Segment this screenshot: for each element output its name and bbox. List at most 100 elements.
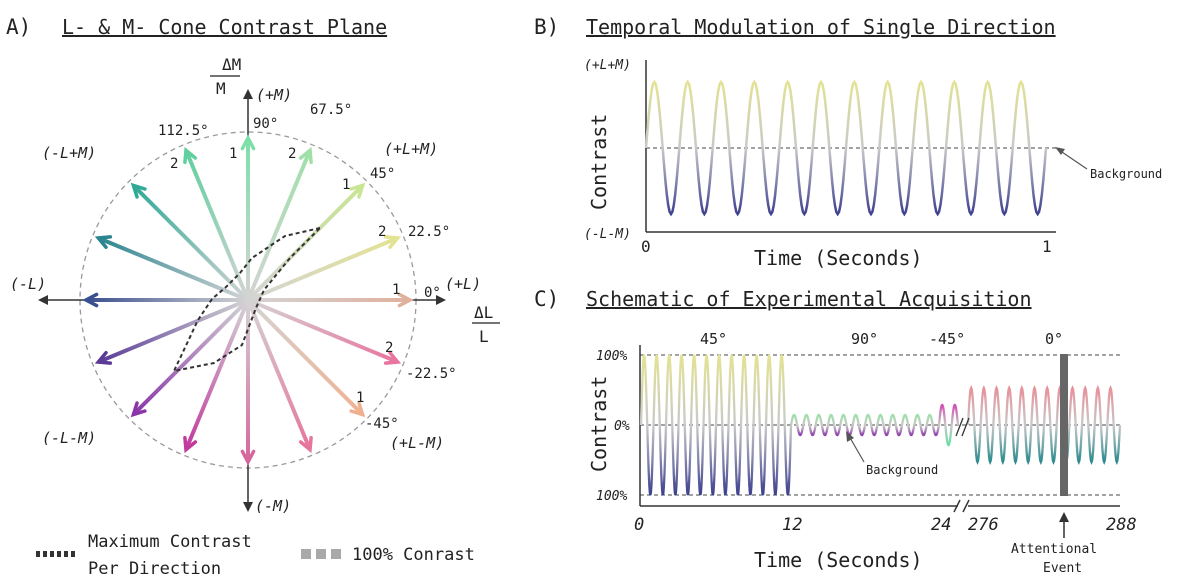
panel-b-y-bottom: (-L-M) [584,227,631,242]
axis-x-denominator: L [479,327,489,346]
direction-arrow [247,298,399,364]
panel-b-x-start: 0 [641,237,651,256]
angle-45: 45° [370,166,395,182]
legend-max-label-2: Per Direction [88,559,221,579]
panel-c-title: Schematic of Experimental Acquisition [586,287,1032,311]
num-22: 2 [378,224,386,240]
panel-c-background-label: Background [866,463,938,477]
label-pos-l: (+L) [445,275,481,293]
label-pos-l-pos-m: (+L+M) [384,140,438,158]
angle-0: 0° [424,285,441,301]
label-pos-l-neg-m: (+L-M) [390,434,444,452]
segment-label-45: 45° [700,330,727,348]
axis-break-1 [953,499,961,513]
label-pos-m: (+M) [256,86,292,104]
angle-90: 90° [253,116,278,132]
panel-b-x-end: 1 [1042,237,1052,256]
direction-arrow-head [298,146,313,165]
panel-b-background-label: Background [1090,167,1162,181]
angle-neg-22-5: -22.5° [406,366,457,382]
direction-arrow [246,183,365,302]
panel-c-x-tick-24: 24 [931,515,951,535]
direction-arrow-head [183,435,198,454]
direction-arrow-head [130,401,147,418]
direction-arrow [184,149,250,301]
num-45: 1 [342,177,350,193]
panel-b-background-pointer-head [1055,147,1065,155]
angle-67-5: 67.5° [310,102,352,118]
panel-c-wave-90 [789,413,941,437]
angle-neg-45: -45° [365,416,399,432]
segment-label-neg45: -45° [929,330,965,348]
direction-arrow-head [130,182,147,199]
panel-c-wave-neg45 [937,403,960,447]
direction-arrow-head [383,350,402,365]
wave-break-2 [961,417,970,437]
panel-c-wave-45 [639,354,793,496]
panel-b-wave [644,79,1048,217]
panel-a-letter: A) [6,15,31,39]
direction-arrow [247,236,399,302]
x-axis-arrow-right [436,295,446,305]
direction-arrow-head [349,401,366,418]
attentional-event-label-2: Event [1043,561,1082,576]
panel-c-y-tick-mid: 0% [614,419,630,434]
num-112: 2 [170,156,178,172]
attentional-event-arrow-head [1059,512,1069,522]
panel-c-x-tick-276: 276 [968,515,999,535]
panel-c-x-label: Time (Seconds) [754,548,923,572]
legend-full-label: 100% Conrast [352,545,475,565]
label-neg-l-neg-m: (-L-M) [42,429,96,447]
direction-arrow [184,299,250,451]
panel-c-letter: C) [534,287,559,311]
panel-c-y-tick-top: 100% [596,349,627,364]
segment-label-90: 90° [851,330,878,348]
legend: Maximum Contrast Per Direction 100% Conr… [36,532,475,579]
panel-b-y-top: (+L+M) [584,58,631,73]
panel-a: A) L- & M- Cone Contrast Plane ΔM M ΔL L… [6,15,500,515]
direction-arrow-head [397,292,414,308]
attentional-event-bar [1060,354,1068,496]
num-67: 2 [288,146,296,162]
panel-b-background-pointer [1058,149,1088,170]
label-neg-l-pos-m: (-L+M) [42,144,96,162]
direction-arrow [246,149,312,301]
angle-22-5: 22.5° [408,224,450,240]
num-neg22: 2 [385,340,393,356]
panel-b-x-label: Time (Seconds) [754,246,923,270]
num-0: 1 [392,282,400,298]
max-contrast-outline [172,226,324,373]
direction-arrow [131,183,250,302]
direction-arrow-head [298,435,313,454]
panel-c-background-pointer-head [846,431,854,442]
axis-x-numerator: ΔL [474,303,493,322]
panel-c: C) Schematic of Experimental Acquisition… [534,287,1137,576]
legend-max-label-1: Maximum Contrast [88,532,252,552]
attentional-event-label-1: Attentional [1011,542,1097,557]
panel-b: B) Temporal Modulation of Single Directi… [534,15,1162,270]
wave-break-1 [955,417,964,437]
segment-label-0: 0° [1045,330,1063,348]
panel-a-title: L- & M- Cone Contrast Plane [62,15,387,39]
direction-arrow [97,298,249,364]
panel-b-letter: B) [534,15,559,39]
direction-arrow [246,299,312,451]
direction-arrow-head [94,350,113,365]
y-axis-arrow-down [243,502,253,512]
y-axis-arrow-up [243,89,253,99]
axis-break-2 [962,499,970,513]
direction-arrow [246,298,365,417]
num-neg45: 1 [356,390,364,406]
panel-c-x-tick-12: 12 [782,515,802,535]
label-neg-l: (-L) [10,275,46,293]
direction-arrows [82,134,414,466]
axis-y-denominator: M [216,79,226,98]
panel-c-x-tick-0: 0 [634,515,644,535]
panel-c-x-tick-288: 288 [1106,515,1137,535]
panel-c-y-label: Contrast [587,376,611,472]
direction-arrow-head [183,146,198,165]
num-90: 1 [229,146,237,162]
direction-arrow-head [240,134,256,151]
panel-c-y-tick-bottom: 100% [596,489,627,504]
